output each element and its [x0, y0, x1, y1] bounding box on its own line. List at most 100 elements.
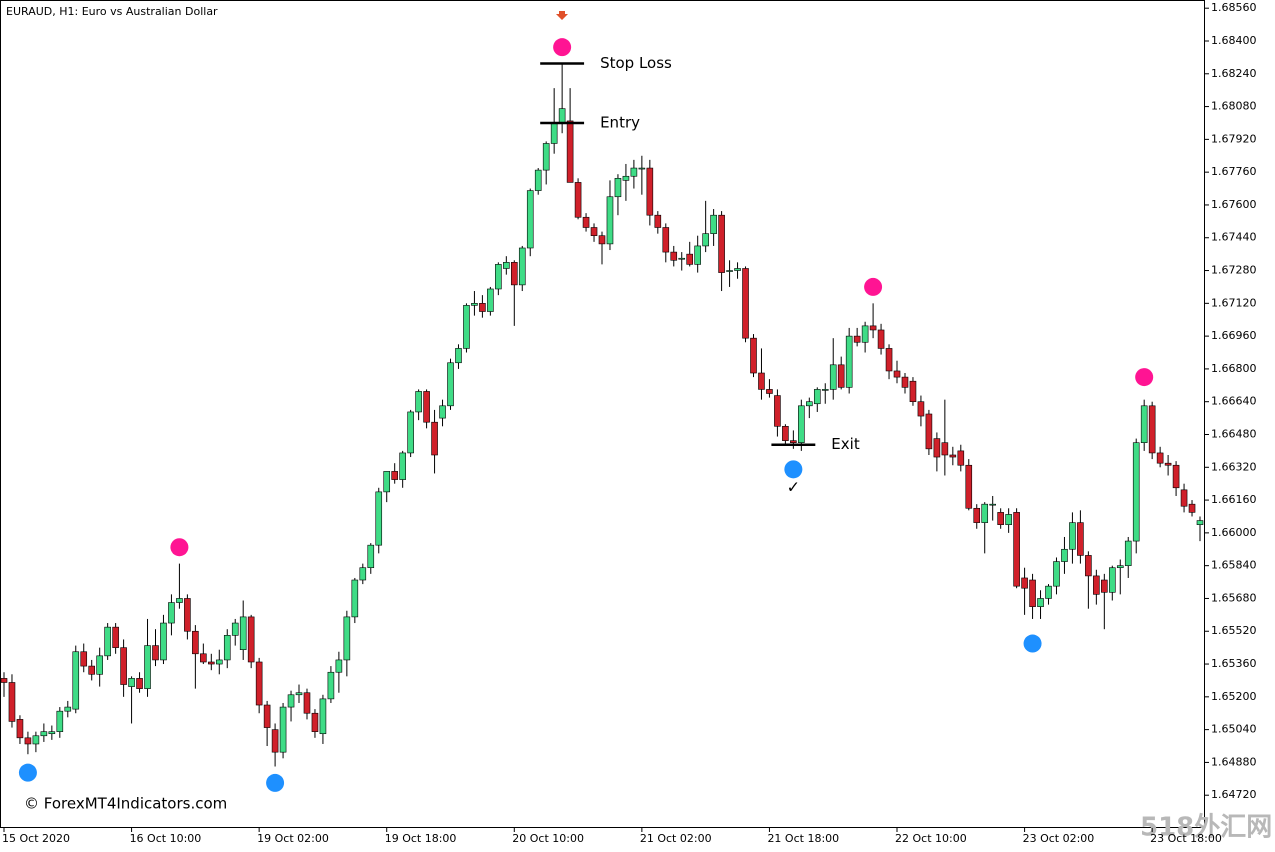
candle-body [877, 329, 885, 349]
candle-body [550, 122, 558, 144]
candle-body [0, 678, 8, 683]
watermark: 518外汇网 [1140, 813, 1272, 843]
candle-body [1101, 579, 1108, 593]
candle-body [606, 196, 614, 245]
candle-body [590, 227, 598, 236]
candle-body [335, 659, 343, 673]
candle-body [1188, 503, 1196, 513]
candle-body [806, 401, 813, 407]
candle-body [399, 452, 406, 480]
y-tick-label: 1.64880 [1211, 755, 1257, 768]
candle-body [837, 364, 845, 388]
candle-body [1021, 577, 1028, 589]
y-tick-label: 1.67760 [1211, 165, 1257, 178]
x-tick-label: 22 Oct 10:00 [895, 832, 967, 845]
candle-body [215, 659, 223, 665]
candle-body [120, 647, 127, 685]
y-tick-label: 1.68240 [1211, 67, 1257, 80]
y-tick-label: 1.66000 [1211, 526, 1257, 539]
candle-body [845, 335, 853, 388]
level-label: Entry [600, 113, 640, 131]
candle-body [678, 257, 686, 260]
chart-title: EURAUD, H1: Euro vs Australian Dollar [6, 5, 218, 18]
candle-body [933, 438, 941, 458]
candle-body [1124, 540, 1132, 566]
candle-body [1164, 462, 1172, 466]
candle-body [574, 182, 582, 218]
candle-body [112, 626, 119, 648]
candle-body [1140, 405, 1148, 443]
x-tick-label: 23 Oct 18:00 [1150, 832, 1222, 845]
candle-body [893, 370, 901, 378]
candle-body [152, 645, 159, 661]
candle-body [949, 454, 957, 458]
candle-body [758, 372, 765, 390]
buy-signal [18, 763, 37, 782]
candle-body [471, 303, 478, 306]
candle-body [32, 735, 40, 745]
buy-signal [1023, 634, 1042, 653]
candle-body [223, 635, 231, 661]
candle-body [750, 337, 757, 374]
candle-body [1196, 520, 1204, 525]
y-tick-label: 1.65040 [1211, 723, 1257, 736]
candle-body [144, 645, 151, 689]
sell-arrow [556, 11, 568, 20]
candle-body [1093, 575, 1100, 595]
y-tick-label: 1.66800 [1211, 362, 1257, 375]
y-tick-label: 1.66160 [1211, 493, 1257, 506]
candle-body [798, 405, 805, 443]
copyright: © ForexMT4Indicators.com [24, 795, 227, 813]
x-tick-label: 19 Oct 02:00 [257, 832, 329, 845]
candle-body [184, 598, 191, 632]
y-tick-label: 1.65840 [1211, 559, 1257, 572]
candle-body [957, 450, 965, 466]
candle-body [80, 651, 88, 667]
candle-body [766, 389, 773, 394]
candle-body [200, 653, 207, 663]
candle-body [56, 710, 64, 732]
candle-body [710, 214, 717, 234]
candle-body [726, 270, 733, 272]
candle-body [24, 737, 32, 745]
x-tick-label: 20 Oct 10:00 [512, 832, 584, 845]
candle-body [686, 253, 694, 265]
x-tick-label: 15 Oct 2020 [2, 832, 70, 845]
candle-body [638, 167, 646, 170]
candle-body [96, 655, 103, 675]
y-tick-label: 1.67600 [1211, 198, 1257, 211]
y-tick-label: 1.65200 [1211, 690, 1257, 703]
candle-body [303, 692, 311, 714]
candle-body [287, 694, 295, 708]
candle-body [64, 706, 72, 712]
candle-body [885, 348, 893, 372]
sell-signal [170, 538, 189, 557]
x-tick-label: 23 Oct 02:00 [1023, 832, 1095, 845]
candle-body [1013, 512, 1020, 587]
candle-body [1180, 489, 1188, 507]
candle-body [1108, 567, 1116, 593]
candle-body [1053, 561, 1060, 587]
candle-body [48, 731, 56, 735]
candle-body [821, 389, 829, 391]
candle-body [542, 143, 550, 171]
candle-body [160, 622, 167, 661]
y-tick-label: 1.67920 [1211, 132, 1257, 145]
candle-body [311, 712, 319, 732]
candle-body [503, 262, 510, 269]
candle-body [1037, 598, 1044, 607]
candle-body [375, 491, 383, 546]
candle-body [415, 391, 422, 413]
candle-body [495, 264, 502, 290]
candle-body [367, 544, 375, 569]
candle-body [790, 440, 797, 443]
y-tick-label: 1.66960 [1211, 329, 1257, 342]
candle-body [670, 251, 678, 261]
candle-body [391, 471, 398, 480]
candle-body [255, 661, 263, 706]
buy-signal [266, 773, 285, 792]
candle-body [1172, 464, 1180, 489]
candle-body [176, 598, 183, 603]
candle-body [455, 348, 462, 364]
level-label: Stop Loss [600, 54, 672, 72]
